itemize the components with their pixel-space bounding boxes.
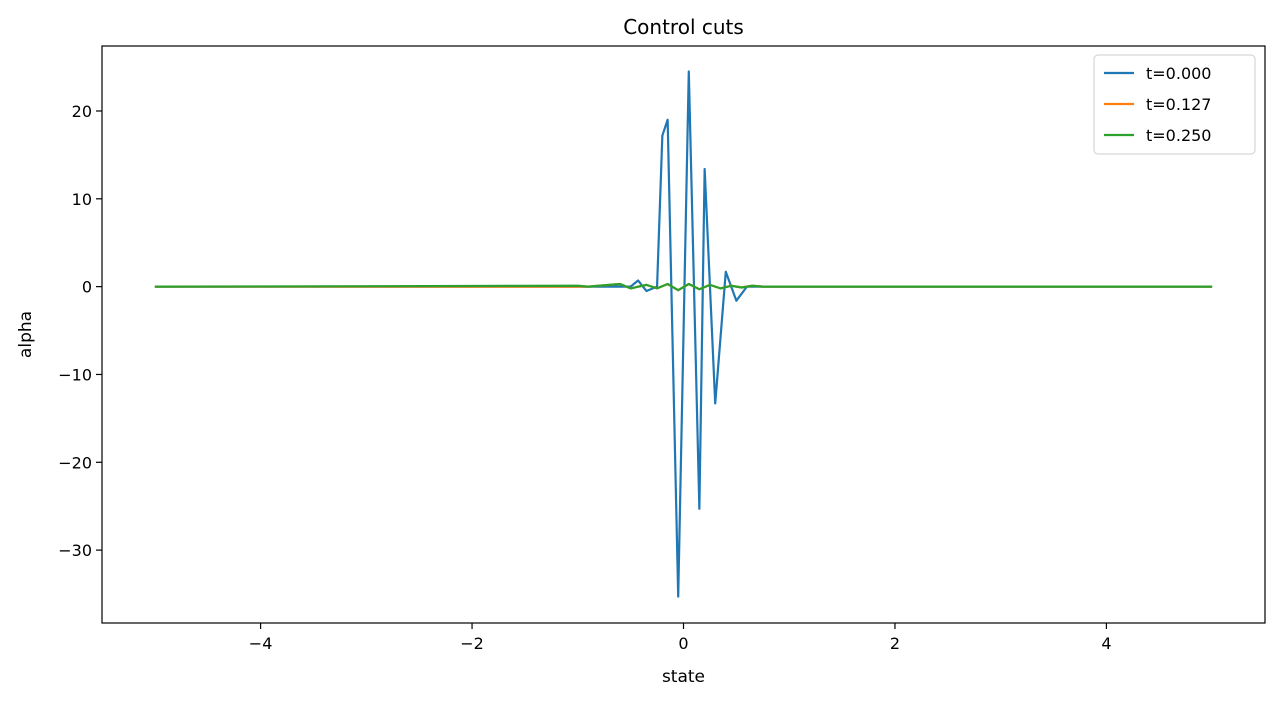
y-tick-label: −20 xyxy=(58,453,92,472)
x-axis-ticks: −4 −2 0 2 4 xyxy=(249,623,1112,653)
x-tick-label: −2 xyxy=(460,634,484,653)
y-axis-label: alpha xyxy=(16,311,36,358)
x-tick-label: 0 xyxy=(678,634,688,653)
legend-label: t=0.127 xyxy=(1146,95,1211,114)
legend-box xyxy=(1093,54,1256,155)
y-tick-label: −30 xyxy=(58,541,92,560)
legend-label: t=0.000 xyxy=(1146,64,1211,83)
x-tick-label: 2 xyxy=(890,634,900,653)
y-axis-ticks: −30 −20 −10 0 10 20 xyxy=(58,102,102,560)
x-axis-label: state xyxy=(662,667,705,687)
series-layer xyxy=(154,70,1213,598)
x-tick-label: 4 xyxy=(1101,634,1111,653)
legend-label: t=0.250 xyxy=(1146,126,1211,145)
x-tick-label: −4 xyxy=(249,634,273,653)
series-line-2 xyxy=(154,282,1213,292)
y-tick-label: 10 xyxy=(72,190,92,209)
legend: t=0.000 t=0.127 t=0.250 xyxy=(1093,54,1256,155)
y-tick-label: 0 xyxy=(82,278,92,297)
chart-title: Control cuts xyxy=(623,15,744,39)
y-tick-label: −10 xyxy=(58,365,92,384)
y-tick-label: 20 xyxy=(72,102,92,121)
